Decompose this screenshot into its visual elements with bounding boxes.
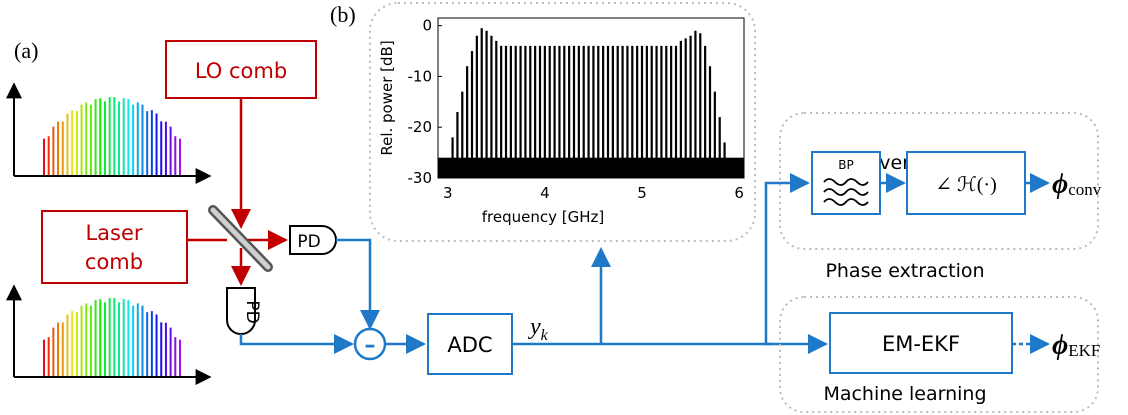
lo-comb-label: LO comb (195, 59, 287, 83)
filter-wave-icon (823, 178, 869, 206)
spectrum-panel-frame (369, 2, 756, 242)
machine-learning-label: Machine learning (823, 383, 986, 405)
x-tick-label: 4 (540, 184, 550, 202)
y-tick-label: 0 (422, 17, 432, 35)
adc-label: ADC (447, 333, 492, 357)
top-spectrum-lines (43, 97, 181, 175)
photodiode-2 (226, 287, 256, 335)
phi-conv-symbol: ϕ (1052, 169, 1068, 200)
signal-label: yk (528, 314, 549, 344)
phi-ekf-subscript: EKF (1068, 341, 1100, 360)
x-tick-label: 6 (734, 184, 744, 202)
pd1-label: PD (297, 232, 320, 252)
noise-floor (438, 157, 744, 178)
x-tick-label: 5 (637, 184, 647, 202)
laser-comb-label-line1: Laser (85, 221, 142, 245)
pd2-label: PD (242, 300, 262, 323)
phi-conv-output: ϕconv (1052, 169, 1102, 200)
phase-extraction-label: Phase extraction (825, 260, 984, 282)
machine-learning-region-frame (779, 296, 1099, 413)
signal-y: y (528, 314, 541, 340)
photodiode-1 (289, 225, 337, 255)
phi-conv-subscript: conv (1068, 180, 1102, 199)
phi-ekf-symbol: ϕ (1052, 330, 1068, 361)
pd2-to-subtractor-arrow (239, 334, 354, 354)
panel-b-label: (b) (330, 2, 356, 27)
laser-comb-box (41, 210, 188, 284)
phi-ekf-output: ϕEKF (1052, 330, 1100, 361)
x-tick-label: 3 (443, 184, 453, 202)
pd1-to-subtractor-arrow (336, 238, 380, 330)
panel-a-label: (a) (14, 38, 38, 63)
adc-box (427, 313, 513, 375)
y-tick-label: -20 (408, 118, 433, 136)
chart-ticks: 3 4 5 6 0 -10 -20 -30 (408, 17, 744, 202)
hilbert-angle-box (906, 151, 1026, 215)
bottom-spectrum-sketch (6, 284, 212, 385)
y-tick-label: -30 (408, 169, 433, 187)
bus-to-bp-arrow (764, 173, 810, 344)
beam-splitter (208, 205, 273, 272)
chart-xlabel: frequency [GHz] (482, 208, 604, 226)
subtractor-symbol: – (365, 333, 376, 358)
spectrum-bars (438, 28, 744, 178)
spectrum-chart: 3 4 5 6 0 -10 -20 -30 frequency [GHz] Rel. powe… (378, 17, 745, 226)
signal-k: k (541, 327, 549, 344)
em-ekf-box (829, 312, 1013, 374)
em-ekf-label: EM-EKF (882, 332, 960, 356)
bp-label: BP (838, 158, 853, 172)
hilbert-angle-label: ∠ ℋ(·) (935, 174, 997, 196)
chart-ylabel: Rel. power [dB] (378, 40, 396, 155)
bottom-spectrum-lines (43, 298, 181, 376)
top-spectrum-sketch (6, 82, 212, 184)
y-tick-label: -10 (408, 67, 433, 85)
laser-comb-label-line2: comb (85, 250, 143, 274)
chart-plot-frame (437, 17, 745, 179)
